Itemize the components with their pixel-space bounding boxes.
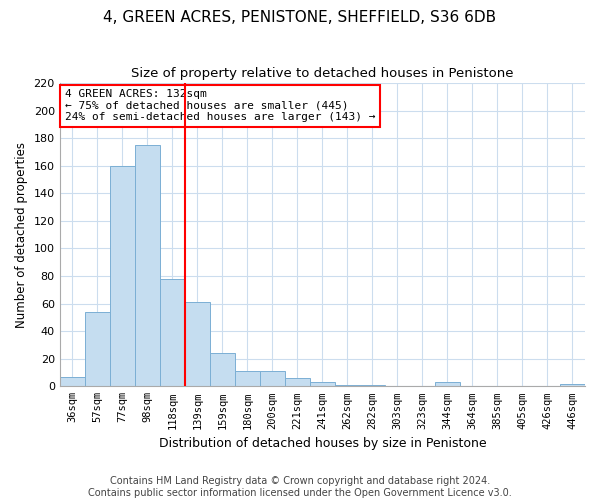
X-axis label: Distribution of detached houses by size in Penistone: Distribution of detached houses by size … [158, 437, 486, 450]
Text: 4, GREEN ACRES, PENISTONE, SHEFFIELD, S36 6DB: 4, GREEN ACRES, PENISTONE, SHEFFIELD, S3… [103, 10, 497, 25]
Bar [85, 312, 110, 386]
Bar [560, 384, 585, 386]
Bar [160, 279, 185, 386]
Bar [335, 385, 360, 386]
Bar [260, 371, 285, 386]
Text: Contains HM Land Registry data © Crown copyright and database right 2024.
Contai: Contains HM Land Registry data © Crown c… [88, 476, 512, 498]
Bar [110, 166, 135, 386]
Bar [185, 302, 210, 386]
Text: 4 GREEN ACRES: 132sqm
← 75% of detached houses are smaller (445)
24% of semi-det: 4 GREEN ACRES: 132sqm ← 75% of detached … [65, 89, 376, 122]
Title: Size of property relative to detached houses in Penistone: Size of property relative to detached ho… [131, 68, 514, 80]
Bar [59, 376, 85, 386]
Bar [435, 382, 460, 386]
Bar [235, 371, 260, 386]
Bar [310, 382, 335, 386]
Bar [135, 145, 160, 386]
Bar [360, 385, 385, 386]
Bar [210, 353, 235, 386]
Y-axis label: Number of detached properties: Number of detached properties [15, 142, 28, 328]
Bar [285, 378, 310, 386]
